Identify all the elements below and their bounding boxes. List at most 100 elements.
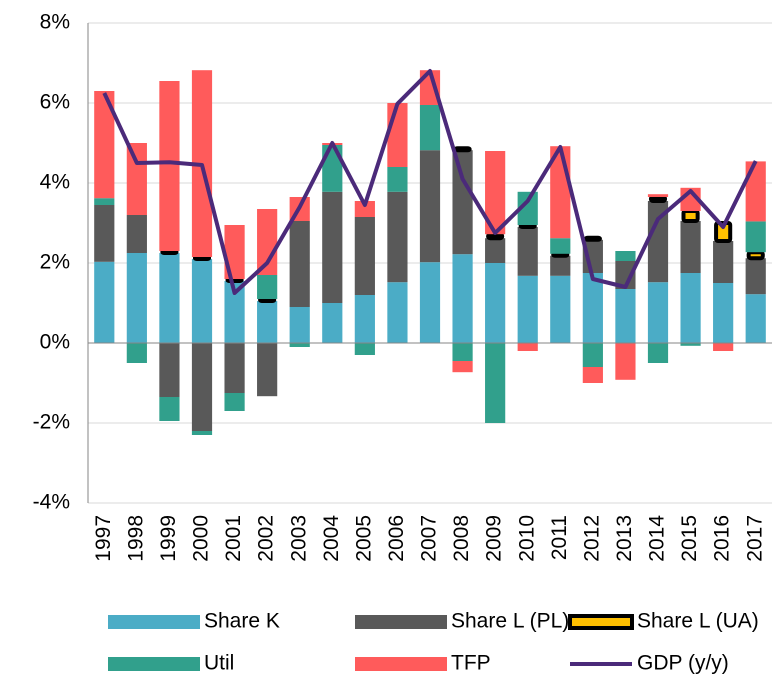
bar — [746, 250, 765, 261]
bar — [322, 191, 343, 303]
bar — [745, 221, 766, 253]
legend-item: GDP (y/y) — [570, 652, 729, 675]
bar — [126, 215, 147, 253]
bar — [354, 217, 375, 295]
bar — [681, 209, 700, 223]
x-tick-label: 1998 — [124, 515, 147, 562]
bar — [258, 297, 277, 303]
x-tick-label: 1999 — [157, 515, 180, 562]
bar — [518, 223, 537, 229]
bar — [713, 343, 734, 351]
x-tick-label: 2011 — [548, 515, 571, 560]
bar — [257, 275, 278, 299]
legend-label: TFP — [451, 652, 491, 675]
legend-label: GDP (y/y) — [637, 652, 729, 675]
x-tick-label: 2006 — [385, 515, 408, 562]
y-tick-label: -4% — [33, 491, 70, 514]
bar — [159, 253, 180, 343]
bar — [354, 295, 375, 343]
y-tick-label: -2% — [33, 411, 70, 434]
x-tick-label: 2004 — [320, 515, 343, 562]
bar — [647, 201, 669, 283]
bar — [517, 275, 538, 343]
legend-label: Share L (UA) — [637, 610, 759, 633]
bar — [224, 393, 245, 411]
legend-swatch — [108, 657, 200, 671]
bar — [680, 273, 701, 343]
x-tick-label: 2008 — [450, 515, 473, 562]
bar — [551, 251, 570, 258]
bar — [648, 195, 668, 203]
bar — [354, 343, 375, 355]
bar — [322, 303, 343, 343]
bar — [224, 343, 245, 393]
bar — [94, 198, 115, 205]
bar — [126, 143, 147, 215]
x-tick-label: 2001 — [222, 515, 245, 562]
x-tick-label: 2003 — [287, 515, 310, 562]
bar — [680, 221, 701, 273]
bar — [289, 221, 310, 307]
bar — [387, 191, 408, 283]
legend-label: Share K — [204, 610, 280, 633]
bar — [257, 343, 278, 397]
bar — [159, 81, 180, 251]
x-tick-label: 2010 — [515, 515, 538, 562]
bar — [159, 343, 180, 397]
x-tick-label: 2012 — [580, 515, 603, 562]
bar — [419, 150, 441, 263]
legend-item: Util — [108, 652, 234, 675]
x-tick-label: 2015 — [678, 515, 701, 562]
x-tick-label: 2009 — [483, 515, 506, 562]
line — [102, 69, 758, 295]
bar — [550, 275, 571, 343]
bar — [583, 235, 602, 242]
bar — [647, 343, 669, 363]
x-tick-label: 2007 — [418, 515, 441, 562]
bar — [160, 249, 179, 255]
bar — [452, 150, 473, 255]
bar — [485, 238, 506, 263]
bar — [191, 343, 213, 431]
bar — [615, 343, 636, 380]
bar — [289, 343, 310, 347]
bar — [647, 194, 669, 197]
legend-item: Share L (PL) — [355, 610, 569, 633]
y-tick-label: 2% — [40, 251, 70, 274]
legend-label: Share L (PL) — [451, 610, 569, 633]
bar — [452, 343, 473, 361]
bar — [745, 294, 766, 343]
bar — [713, 241, 734, 283]
y-tick-label: 4% — [40, 171, 70, 194]
bar — [582, 367, 603, 383]
x-tick-label: 2016 — [711, 515, 734, 562]
legend-item: Share K — [108, 610, 280, 633]
bar — [452, 361, 473, 373]
bar — [485, 343, 506, 423]
bar — [322, 145, 343, 192]
legend-swatch — [568, 614, 634, 630]
bar — [550, 238, 571, 254]
bar — [289, 307, 310, 343]
bar — [126, 343, 147, 363]
bar — [191, 431, 213, 435]
x-tick-label: 2000 — [190, 515, 213, 562]
bar — [550, 255, 571, 276]
bar — [354, 201, 375, 217]
bar — [517, 191, 538, 225]
bar — [582, 273, 603, 343]
bar — [745, 161, 766, 222]
bar — [257, 301, 278, 343]
x-tick-label: 2014 — [646, 515, 669, 562]
bar — [224, 281, 245, 343]
legend-swatch — [355, 615, 447, 629]
x-tick-label: 2017 — [743, 515, 766, 562]
bar — [94, 205, 115, 262]
bar — [647, 282, 669, 343]
bar — [257, 209, 278, 275]
bar — [126, 253, 147, 343]
bar — [615, 261, 636, 289]
x-tick-label: 2013 — [613, 515, 636, 562]
legend-swatch — [108, 615, 200, 629]
